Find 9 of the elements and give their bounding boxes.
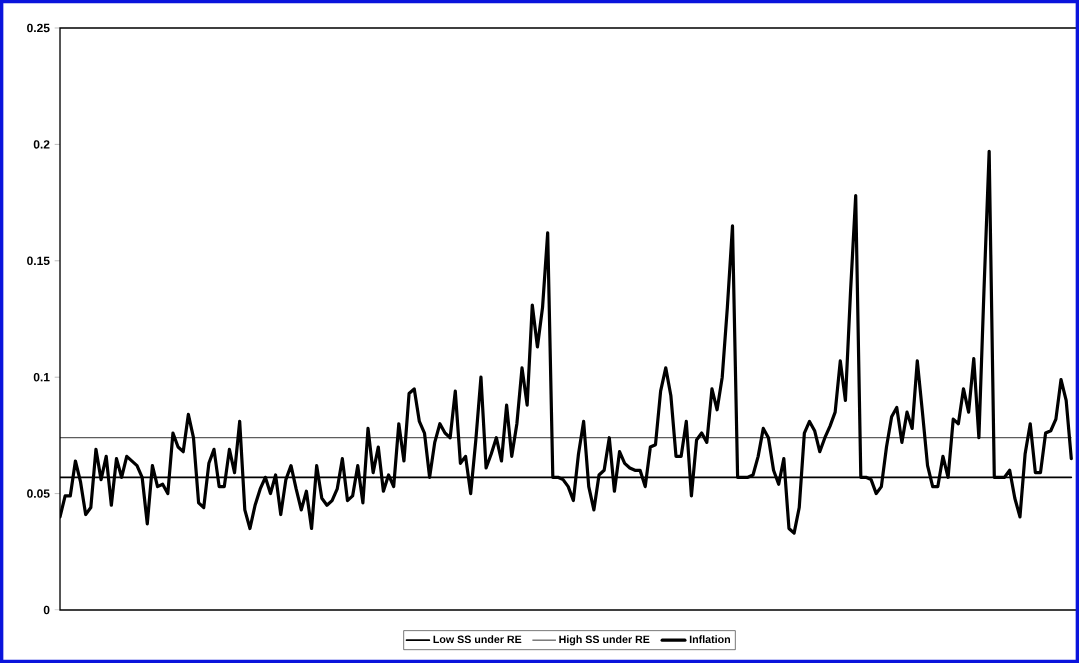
y-tick-label: 0 xyxy=(43,605,50,615)
y-tick-label: 0.1 xyxy=(33,372,50,382)
legend-label: Inflation xyxy=(689,635,730,644)
y-tick-label: 0.05 xyxy=(27,489,50,498)
y-tick-label: 0.2 xyxy=(33,140,50,149)
y-tick-label: 0.15 xyxy=(27,256,50,266)
legend-label: Low SS under RE xyxy=(433,635,522,644)
legend-label: High SS under RE xyxy=(559,635,650,646)
y-tick-label: 0.25 xyxy=(27,23,50,33)
